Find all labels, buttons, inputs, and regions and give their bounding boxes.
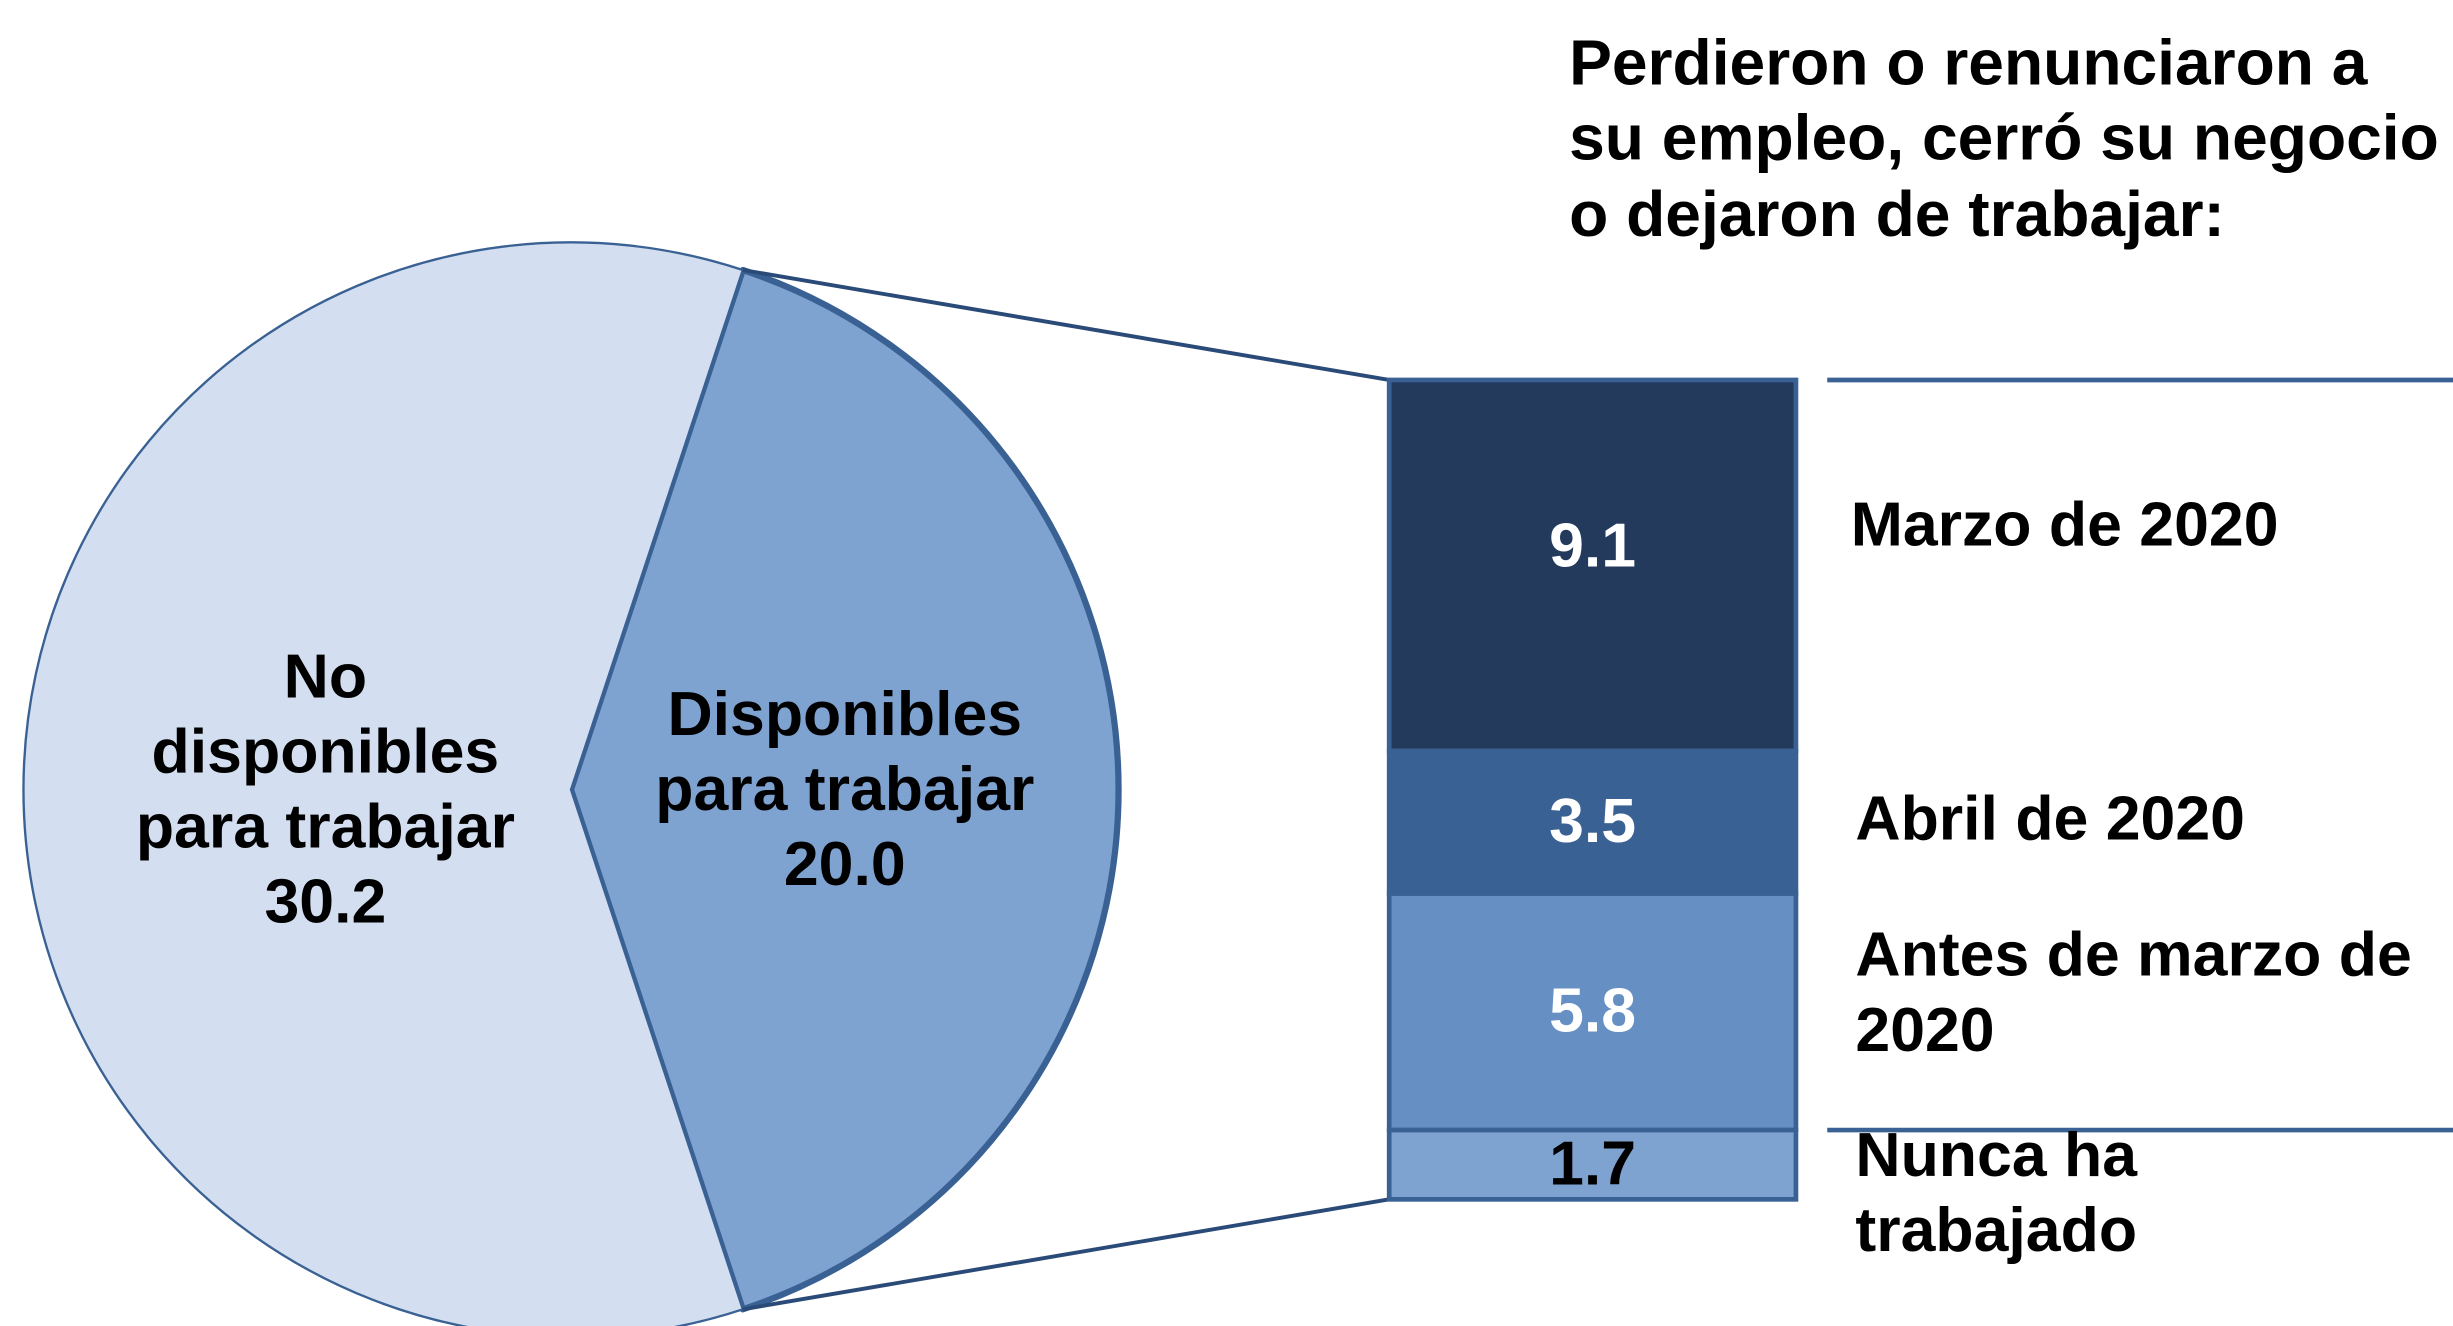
connector — [742, 268, 1390, 382]
segment-label: 5.8 — [1549, 975, 1636, 1045]
pie-slice — [22, 241, 744, 1326]
bar-segment — [1386, 1127, 1799, 1202]
connector — [742, 1197, 1390, 1312]
bar-category: Marzo de 2020 — [1850, 490, 2279, 560]
pie-value: 20.0 — [783, 830, 906, 900]
segment-label: 1.7 — [1549, 1128, 1636, 1198]
breakdown-title: Perdieron o renunciaron a su empleo, cer… — [1569, 26, 2439, 250]
pie-slice — [567, 266, 1122, 1313]
bar-segment — [1386, 748, 1799, 896]
segment-label: 3.5 — [1549, 786, 1636, 856]
bar-segment — [1386, 377, 1799, 754]
pie-label: No disponibles para trabajar 30.2 — [91, 640, 560, 940]
pie-category: Disponibles para trabajar — [655, 680, 1035, 825]
bar-category: Nunca ha trabajado — [1855, 1120, 2138, 1265]
pie-label: Disponibles para trabajar 20.0 — [610, 677, 1079, 902]
pie-category: No disponibles para trabajar — [135, 642, 515, 862]
segment-label: 9.1 — [1549, 510, 1636, 580]
pie-value: 30.2 — [264, 867, 387, 937]
bar-category: Antes de marzo de 2020 — [1855, 921, 2412, 1065]
bar-category: Abril de 2020 — [1855, 784, 2245, 854]
